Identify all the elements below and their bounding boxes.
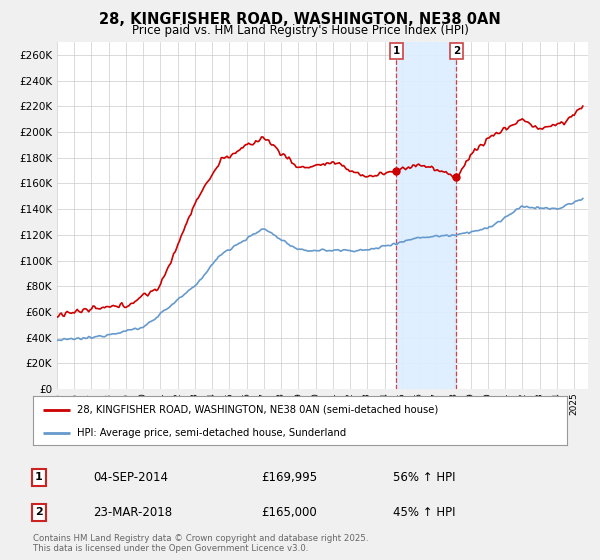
Point [391,166,401,175]
Text: 56% ↑ HPI: 56% ↑ HPI [393,470,455,484]
Text: 04-SEP-2014: 04-SEP-2014 [93,470,168,484]
Text: Contains HM Land Registry data © Crown copyright and database right 2025.
This d: Contains HM Land Registry data © Crown c… [33,534,368,553]
Text: 45% ↑ HPI: 45% ↑ HPI [393,506,455,519]
Bar [396,42,457,389]
Text: 23-MAR-2018: 23-MAR-2018 [93,506,172,519]
Text: £165,000: £165,000 [261,506,317,519]
Text: 1: 1 [392,46,400,55]
Text: 28, KINGFISHER ROAD, WASHINGTON, NE38 0AN: 28, KINGFISHER ROAD, WASHINGTON, NE38 0A… [99,12,501,27]
Text: 2: 2 [453,46,460,55]
Text: 1: 1 [35,472,43,482]
Text: £169,995: £169,995 [261,470,317,484]
Text: 2: 2 [35,507,43,517]
Text: 28, KINGFISHER ROAD, WASHINGTON, NE38 0AN (semi-detached house): 28, KINGFISHER ROAD, WASHINGTON, NE38 0A… [77,405,438,415]
Text: Price paid vs. HM Land Registry's House Price Index (HPI): Price paid vs. HM Land Registry's House … [131,24,469,36]
Point [452,172,461,181]
Text: HPI: Average price, semi-detached house, Sunderland: HPI: Average price, semi-detached house,… [77,428,346,438]
